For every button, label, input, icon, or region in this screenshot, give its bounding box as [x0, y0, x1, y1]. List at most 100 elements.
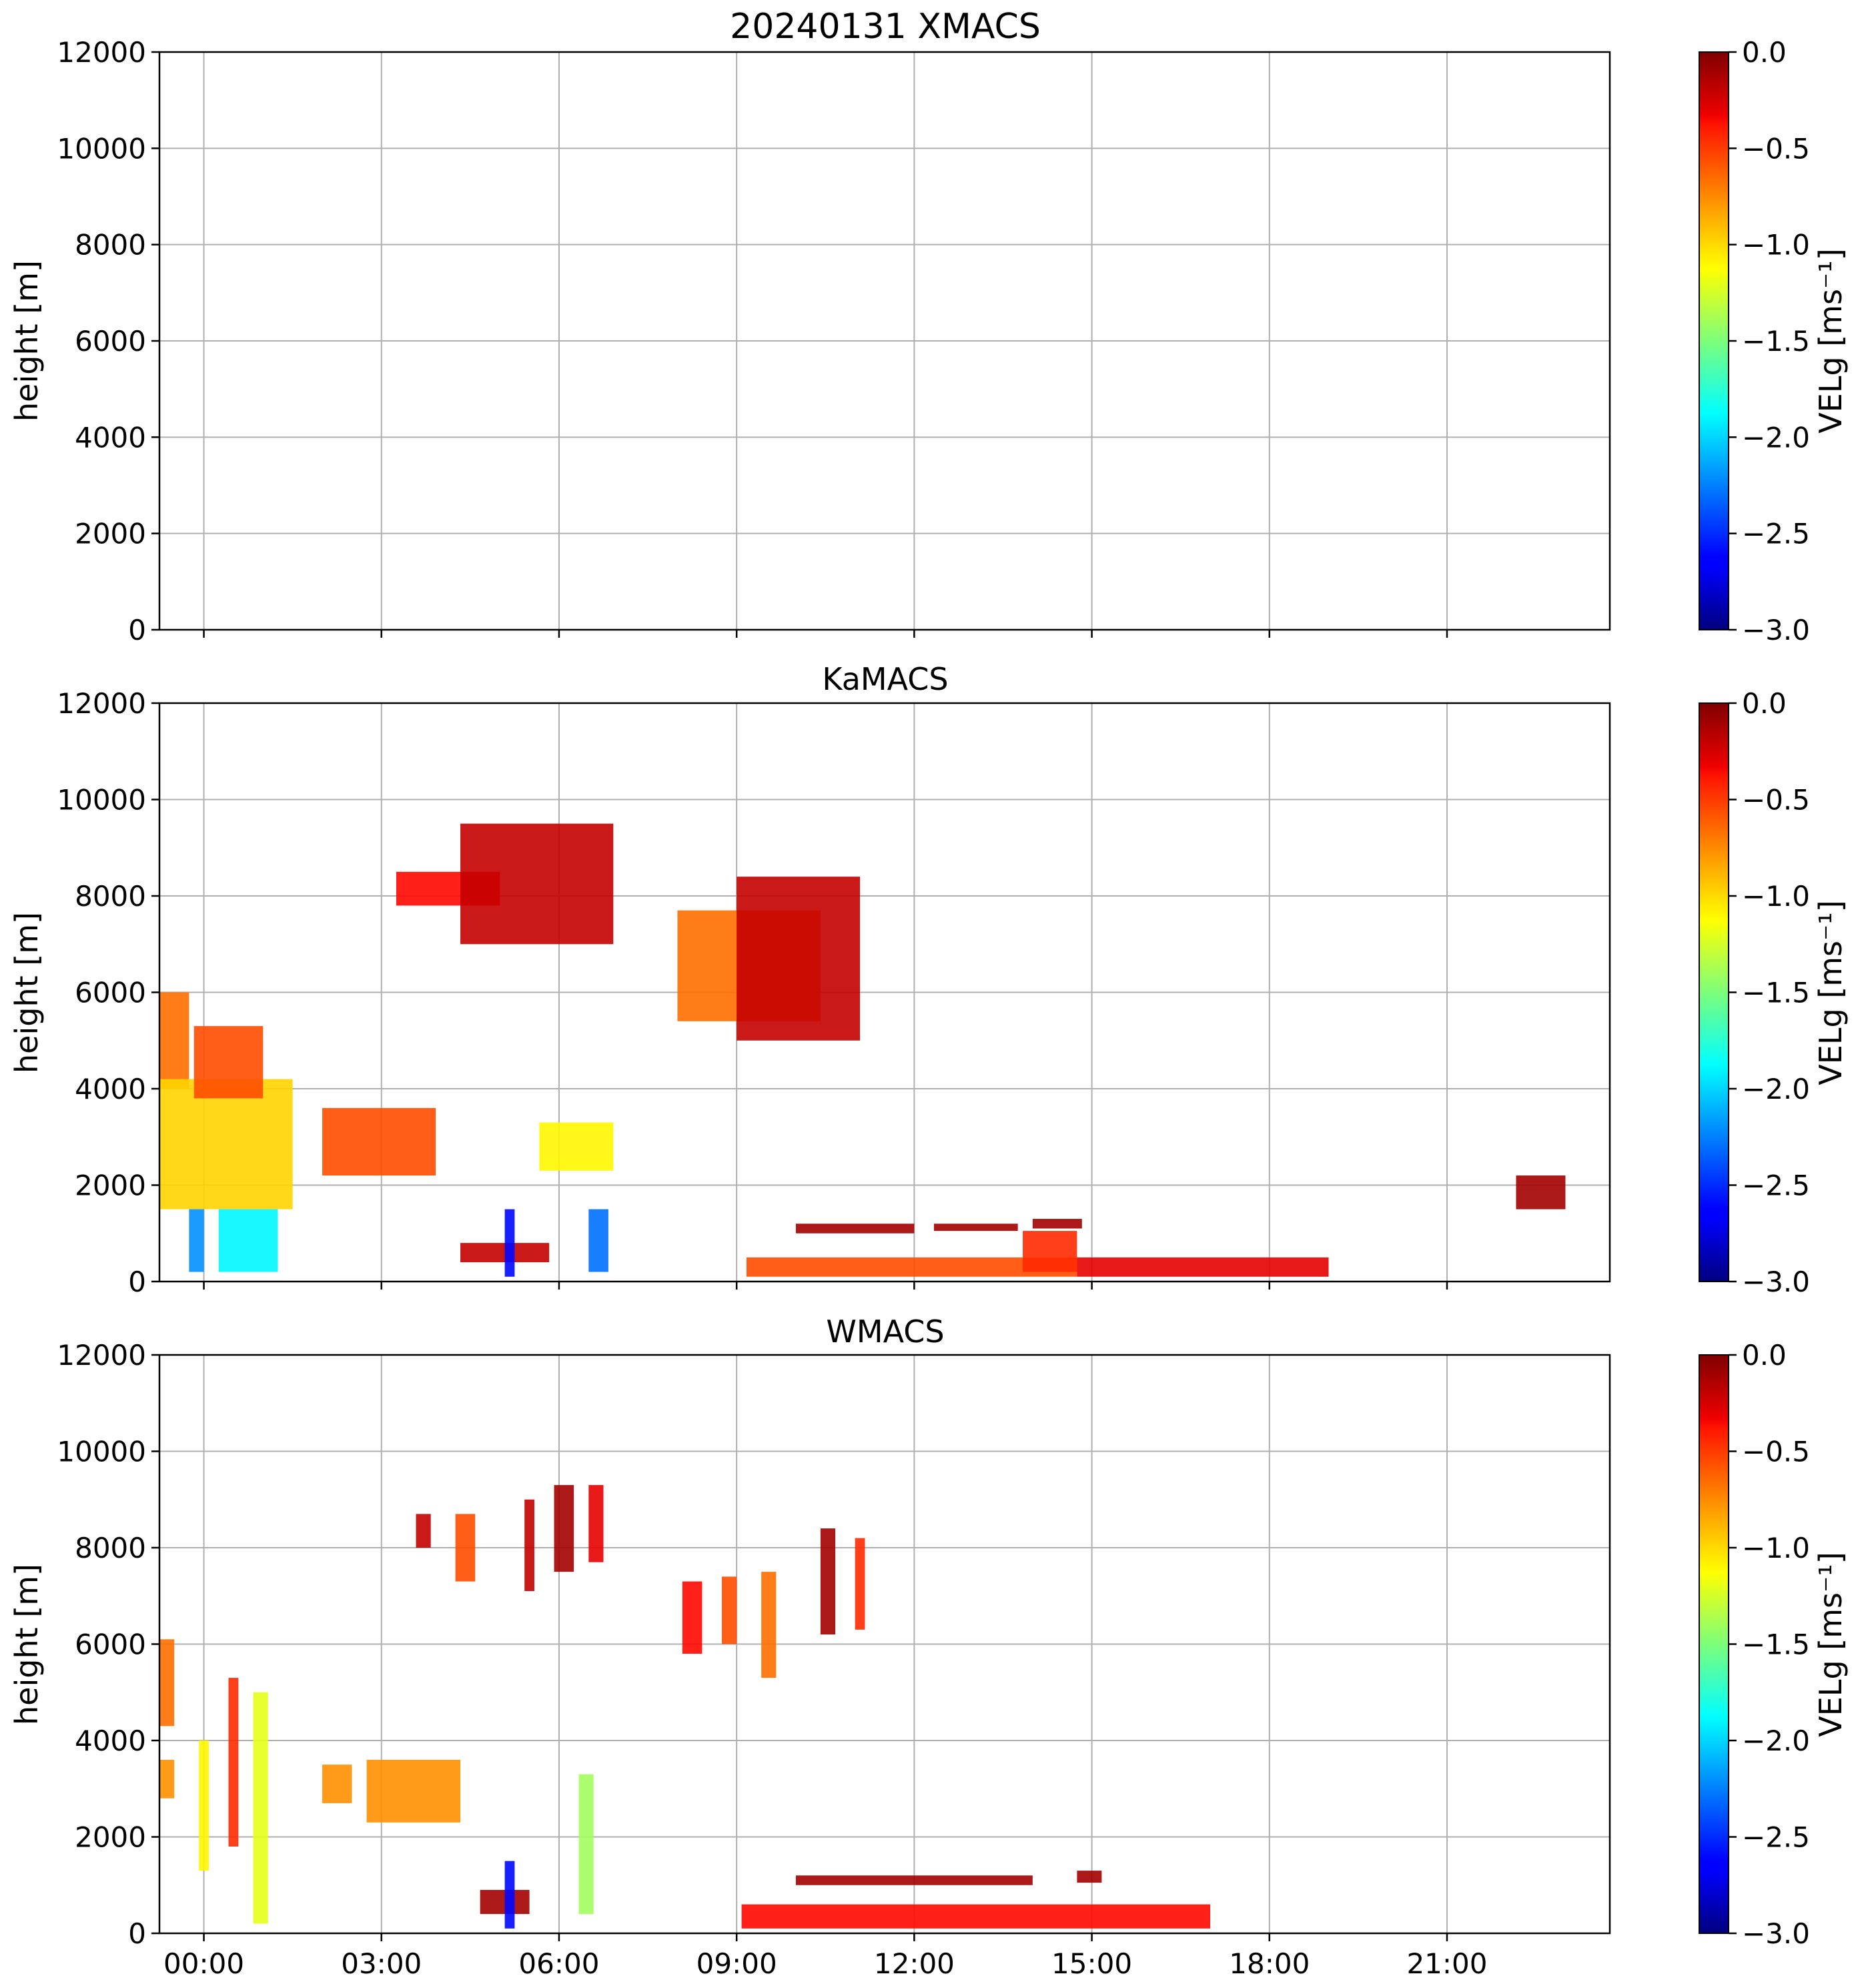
echo-region [746, 1257, 1077, 1277]
y-tick-label: 10000 [57, 132, 146, 165]
echo-region [933, 1223, 1018, 1231]
echo-region [416, 1514, 431, 1548]
echo-region [588, 1485, 604, 1562]
echo-region [682, 1581, 702, 1654]
y-tick-label: 4000 [75, 421, 146, 454]
colorbar-tick-label: 0.0 [1742, 1339, 1787, 1372]
colorbar-ticks: 0.0 −0.5 −1.0 −1.5 −2.0 −2.5 −3.0 [1729, 687, 1810, 1298]
echo-region [199, 1741, 209, 1871]
y-tick-label: 6000 [75, 1628, 146, 1661]
x-tick-label: 12:00 [874, 1947, 955, 1980]
y-ticks: 0 2000 4000 6000 8000 10000 12000 [57, 1339, 159, 1950]
panel-xmacs: 20240131 XMACS 0 2000 4000 6000 8000 10000 120… [9, 7, 1849, 646]
y-tick-label: 6000 [75, 977, 146, 1009]
x-tick-label: 00:00 [163, 1947, 244, 1980]
echo-region [193, 1026, 264, 1099]
colorbar [1699, 51, 1729, 630]
y-tick-label: 0 [128, 614, 146, 646]
y-tick-label: 4000 [75, 1724, 146, 1757]
grid [159, 51, 1610, 630]
echo-region [159, 992, 189, 1089]
x-ticks: 00:00 03:00 06:00 09:00 12:00 15:00 18:00 21:00 [163, 1933, 1488, 1980]
colorbar-tick-label: −2.0 [1742, 421, 1810, 454]
colorbar-tick-label: −3.0 [1742, 1266, 1810, 1298]
colorbar-tick-label: −0.5 [1742, 1436, 1810, 1468]
colorbar-tick-label: −1.0 [1742, 1532, 1810, 1564]
echo-region [820, 1528, 836, 1635]
y-tick-label: 10000 [57, 784, 146, 817]
colorbar-tick-label: −0.5 [1742, 784, 1810, 817]
colorbar-ticks: 0.0 −0.5 −1.0 −1.5 −2.0 −2.5 −3.0 [1729, 36, 1810, 646]
echo-region [1077, 1257, 1329, 1277]
echo-region [539, 1122, 614, 1171]
colorbar-tick-label: −3.0 [1742, 1917, 1810, 1950]
colorbar-tick-label: −1.5 [1742, 325, 1810, 358]
x-ticks [203, 630, 1448, 638]
y-tick-label: 2000 [75, 518, 146, 550]
echo-region [855, 1538, 865, 1630]
echo-region [159, 1639, 175, 1726]
panel-kamacs: KaMACS 0 2000 4000 6000 8000 10000 12000 heigh… [9, 661, 1849, 1298]
echo-region [578, 1774, 594, 1915]
colorbar-tick-label: −1.0 [1742, 880, 1810, 913]
echo-region [795, 1875, 1033, 1885]
colorbar-label: VELg [ms⁻¹] [1813, 248, 1849, 433]
echo-region [228, 1678, 239, 1847]
y-tick-label: 0 [128, 1917, 146, 1950]
colorbar-tick-label: 0.0 [1742, 687, 1787, 720]
colorbar-tick-label: −1.0 [1742, 229, 1810, 262]
y-tick-label: 6000 [75, 325, 146, 358]
echo-region [1077, 1871, 1102, 1883]
y-tick-label: 10000 [57, 1436, 146, 1468]
echo-region [455, 1514, 476, 1582]
colorbar-tick-label: −2.5 [1742, 518, 1810, 550]
y-tick-label: 4000 [75, 1073, 146, 1105]
x-tick-label: 18:00 [1229, 1947, 1310, 1980]
y-tick-label: 12000 [57, 687, 146, 720]
echo-region [159, 1759, 175, 1799]
echo-region [721, 1576, 737, 1644]
echo-region [1023, 1231, 1077, 1272]
echo-region [554, 1485, 574, 1572]
echo-region [322, 1107, 436, 1176]
colorbar [1699, 702, 1729, 1282]
colorbar [1699, 1354, 1729, 1934]
colorbar-ticks: 0.0 −0.5 −1.0 −1.5 −2.0 −2.5 −3.0 [1729, 1339, 1810, 1950]
y-axis-label: height [m] [9, 1564, 45, 1725]
x-tick-label: 09:00 [696, 1947, 777, 1980]
panel-title: 20240131 XMACS [730, 7, 1041, 47]
data-layer [159, 1485, 1211, 1929]
colorbar-tick-label: −1.5 [1742, 1628, 1810, 1661]
echo-region [460, 823, 614, 945]
y-tick-label: 8000 [75, 229, 146, 262]
colorbar-tick-label: −1.5 [1742, 977, 1810, 1009]
echo-region [588, 1209, 608, 1272]
y-axis-label: height [m] [9, 260, 45, 422]
y-axis-label: height [m] [9, 912, 45, 1073]
colorbar-tick-label: −3.0 [1742, 614, 1810, 646]
y-tick-label: 12000 [57, 1339, 146, 1372]
echo-region [322, 1765, 352, 1803]
y-tick-label: 8000 [75, 1532, 146, 1564]
colorbar-label: VELg [ms⁻¹] [1813, 1552, 1849, 1736]
x-tick-label: 21:00 [1406, 1947, 1487, 1980]
x-tick-label: 03:00 [341, 1947, 422, 1980]
y-tick-label: 2000 [75, 1169, 146, 1202]
echo-region [1516, 1175, 1566, 1209]
echo-region [795, 1223, 915, 1233]
panel-title: KaMACS [822, 661, 948, 697]
data-layer [159, 823, 1566, 1277]
echo-region [504, 1209, 515, 1277]
echo-region [737, 877, 861, 1041]
echo-region [524, 1499, 534, 1592]
colorbar-tick-label: 0.0 [1742, 36, 1787, 69]
y-tick-label: 2000 [75, 1821, 146, 1854]
x-ticks [203, 1282, 1448, 1290]
echo-region [218, 1209, 278, 1272]
y-ticks: 0 2000 4000 6000 8000 10000 12000 [57, 687, 159, 1298]
echo-region [741, 1904, 1211, 1929]
echo-region [253, 1692, 268, 1924]
colorbar-tick-label: −2.0 [1742, 1073, 1810, 1105]
